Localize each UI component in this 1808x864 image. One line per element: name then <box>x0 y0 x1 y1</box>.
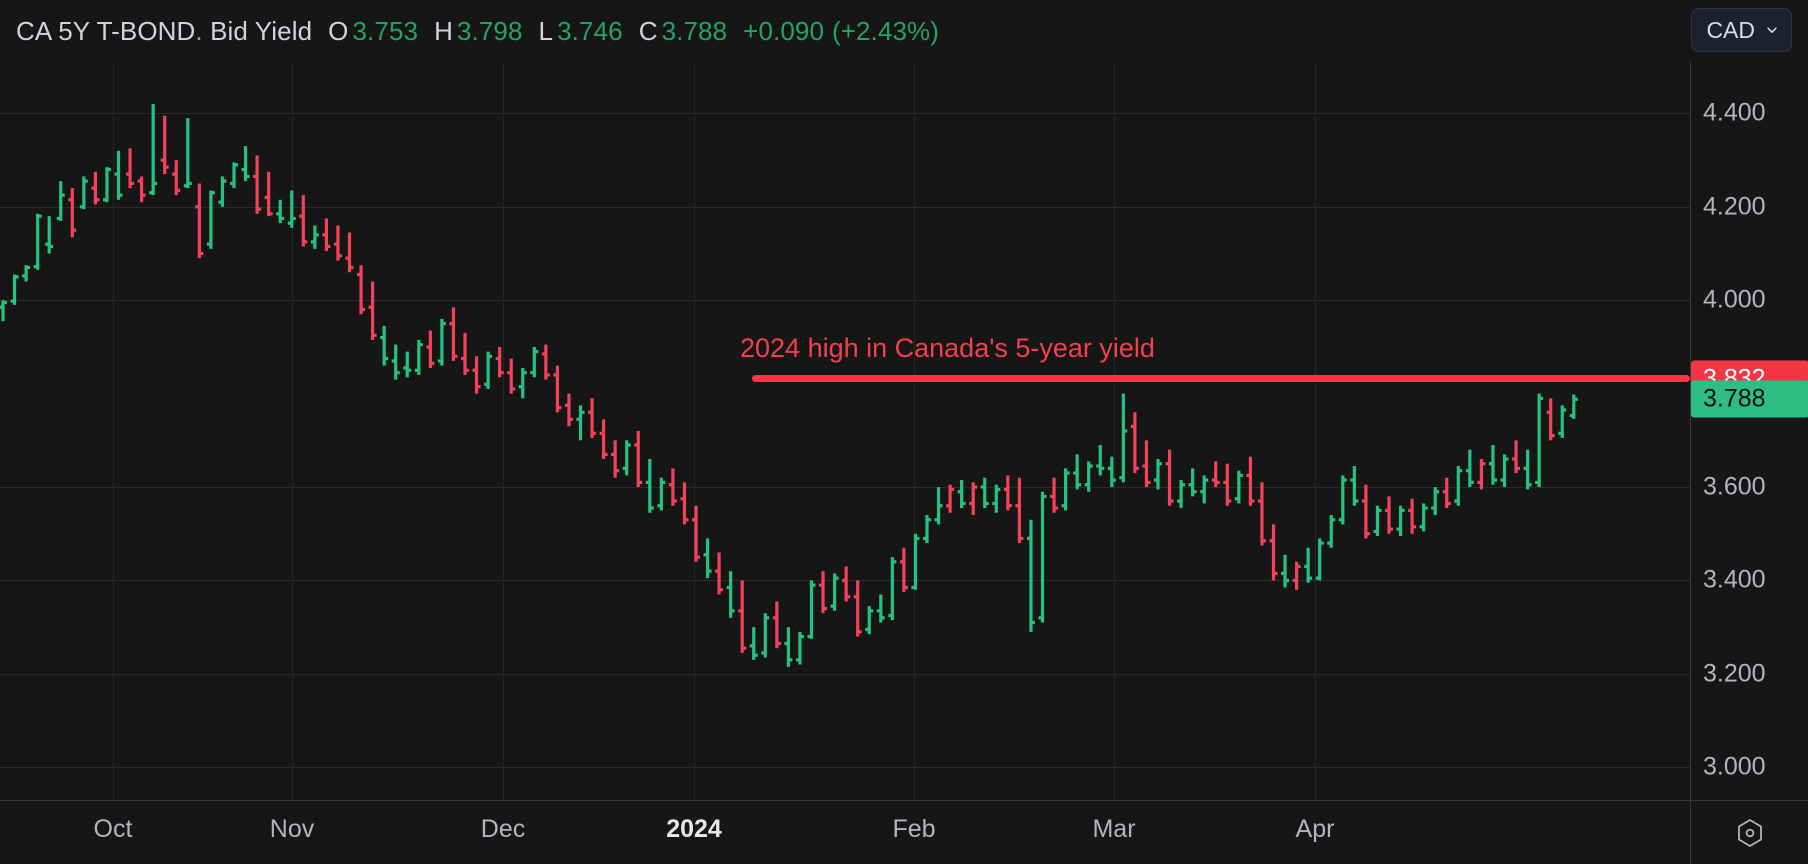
chart-plot-area[interactable]: 2024 high in Canada's 5-year yield <box>0 62 1690 800</box>
ohlc-bars <box>0 104 1578 667</box>
last-price-badge[interactable]: 3.788 <box>1691 380 1808 418</box>
time-axis-tick: Feb <box>892 815 936 843</box>
quote-type-label: Bid Yield <box>210 16 313 46</box>
price-axis-tick: 3.200 <box>1703 659 1766 688</box>
annotation-label[interactable]: 2024 high in Canada's 5-year yield <box>740 332 1155 363</box>
currency-selector[interactable]: CAD <box>1691 8 1792 52</box>
gridline-vertical <box>694 62 695 800</box>
close-value: 3.788 <box>661 16 728 46</box>
gridline <box>0 487 1690 489</box>
price-axis[interactable]: 4.400 4.200 4.000 3.600 3.400 3.200 3.000 3.832… <box>1690 62 1808 864</box>
price-axis-tick: 4.400 <box>1703 98 1766 127</box>
high-value: 3.798 <box>456 16 523 46</box>
close-label: C <box>638 16 658 46</box>
crosshair-target-glyph <box>1737 818 1762 847</box>
gridline-vertical <box>503 62 504 800</box>
gridline <box>0 673 1690 675</box>
time-axis-tick: Nov <box>269 815 315 843</box>
high-label: H <box>434 16 453 46</box>
legend-separator: . <box>195 16 203 46</box>
price-change: +0.090 <box>743 16 825 46</box>
price-axis-tick: 4.200 <box>1703 192 1766 221</box>
time-axis-tick: Apr <box>1295 815 1335 843</box>
gridline-vertical <box>1114 62 1115 800</box>
chevron-down-icon <box>1767 27 1777 33</box>
open-value: 3.753 <box>352 16 419 46</box>
chart-header: CA 5Y T-BOND. Bid Yield O 3.753 H 3.798 L 3.74… <box>0 0 1808 62</box>
time-axis-tick: Oct <box>93 815 133 843</box>
time-axis-tick: Dec <box>480 815 526 843</box>
symbol-name: CA 5Y T-BOND <box>16 16 196 46</box>
gridline-vertical <box>292 62 293 800</box>
price-axis-tick: 3.000 <box>1703 752 1766 781</box>
time-axis-tick: Mar <box>1092 815 1136 843</box>
open-label: O <box>328 16 349 46</box>
low-value: 3.746 <box>557 16 623 46</box>
time-axis[interactable]: Oct Nov Dec 2024 Feb Mar Apr <box>0 800 1690 864</box>
currency-label: CAD <box>1706 16 1755 43</box>
gridline <box>0 300 1690 302</box>
gridline-vertical <box>1315 62 1316 800</box>
crosshair-target-icon[interactable] <box>1690 800 1808 864</box>
time-axis-tick: 2024 <box>666 815 722 843</box>
gridline <box>0 113 1690 115</box>
low-label: L <box>538 16 554 46</box>
gridline-vertical <box>914 62 915 800</box>
price-axis-tick: 3.600 <box>1703 472 1766 501</box>
gridline <box>0 767 1690 769</box>
price-axis-tick: 4.000 <box>1703 285 1766 314</box>
price-axis-tick: 3.400 <box>1703 565 1766 594</box>
gridline <box>0 206 1690 208</box>
price-change-percent: (+2.43%) <box>832 16 940 46</box>
annotation-level-line[interactable] <box>752 375 1690 383</box>
symbol-legend[interactable]: CA 5Y T-BOND. Bid Yield O 3.753 H 3.798 L 3.74… <box>16 15 939 47</box>
gridline-vertical <box>113 62 114 800</box>
